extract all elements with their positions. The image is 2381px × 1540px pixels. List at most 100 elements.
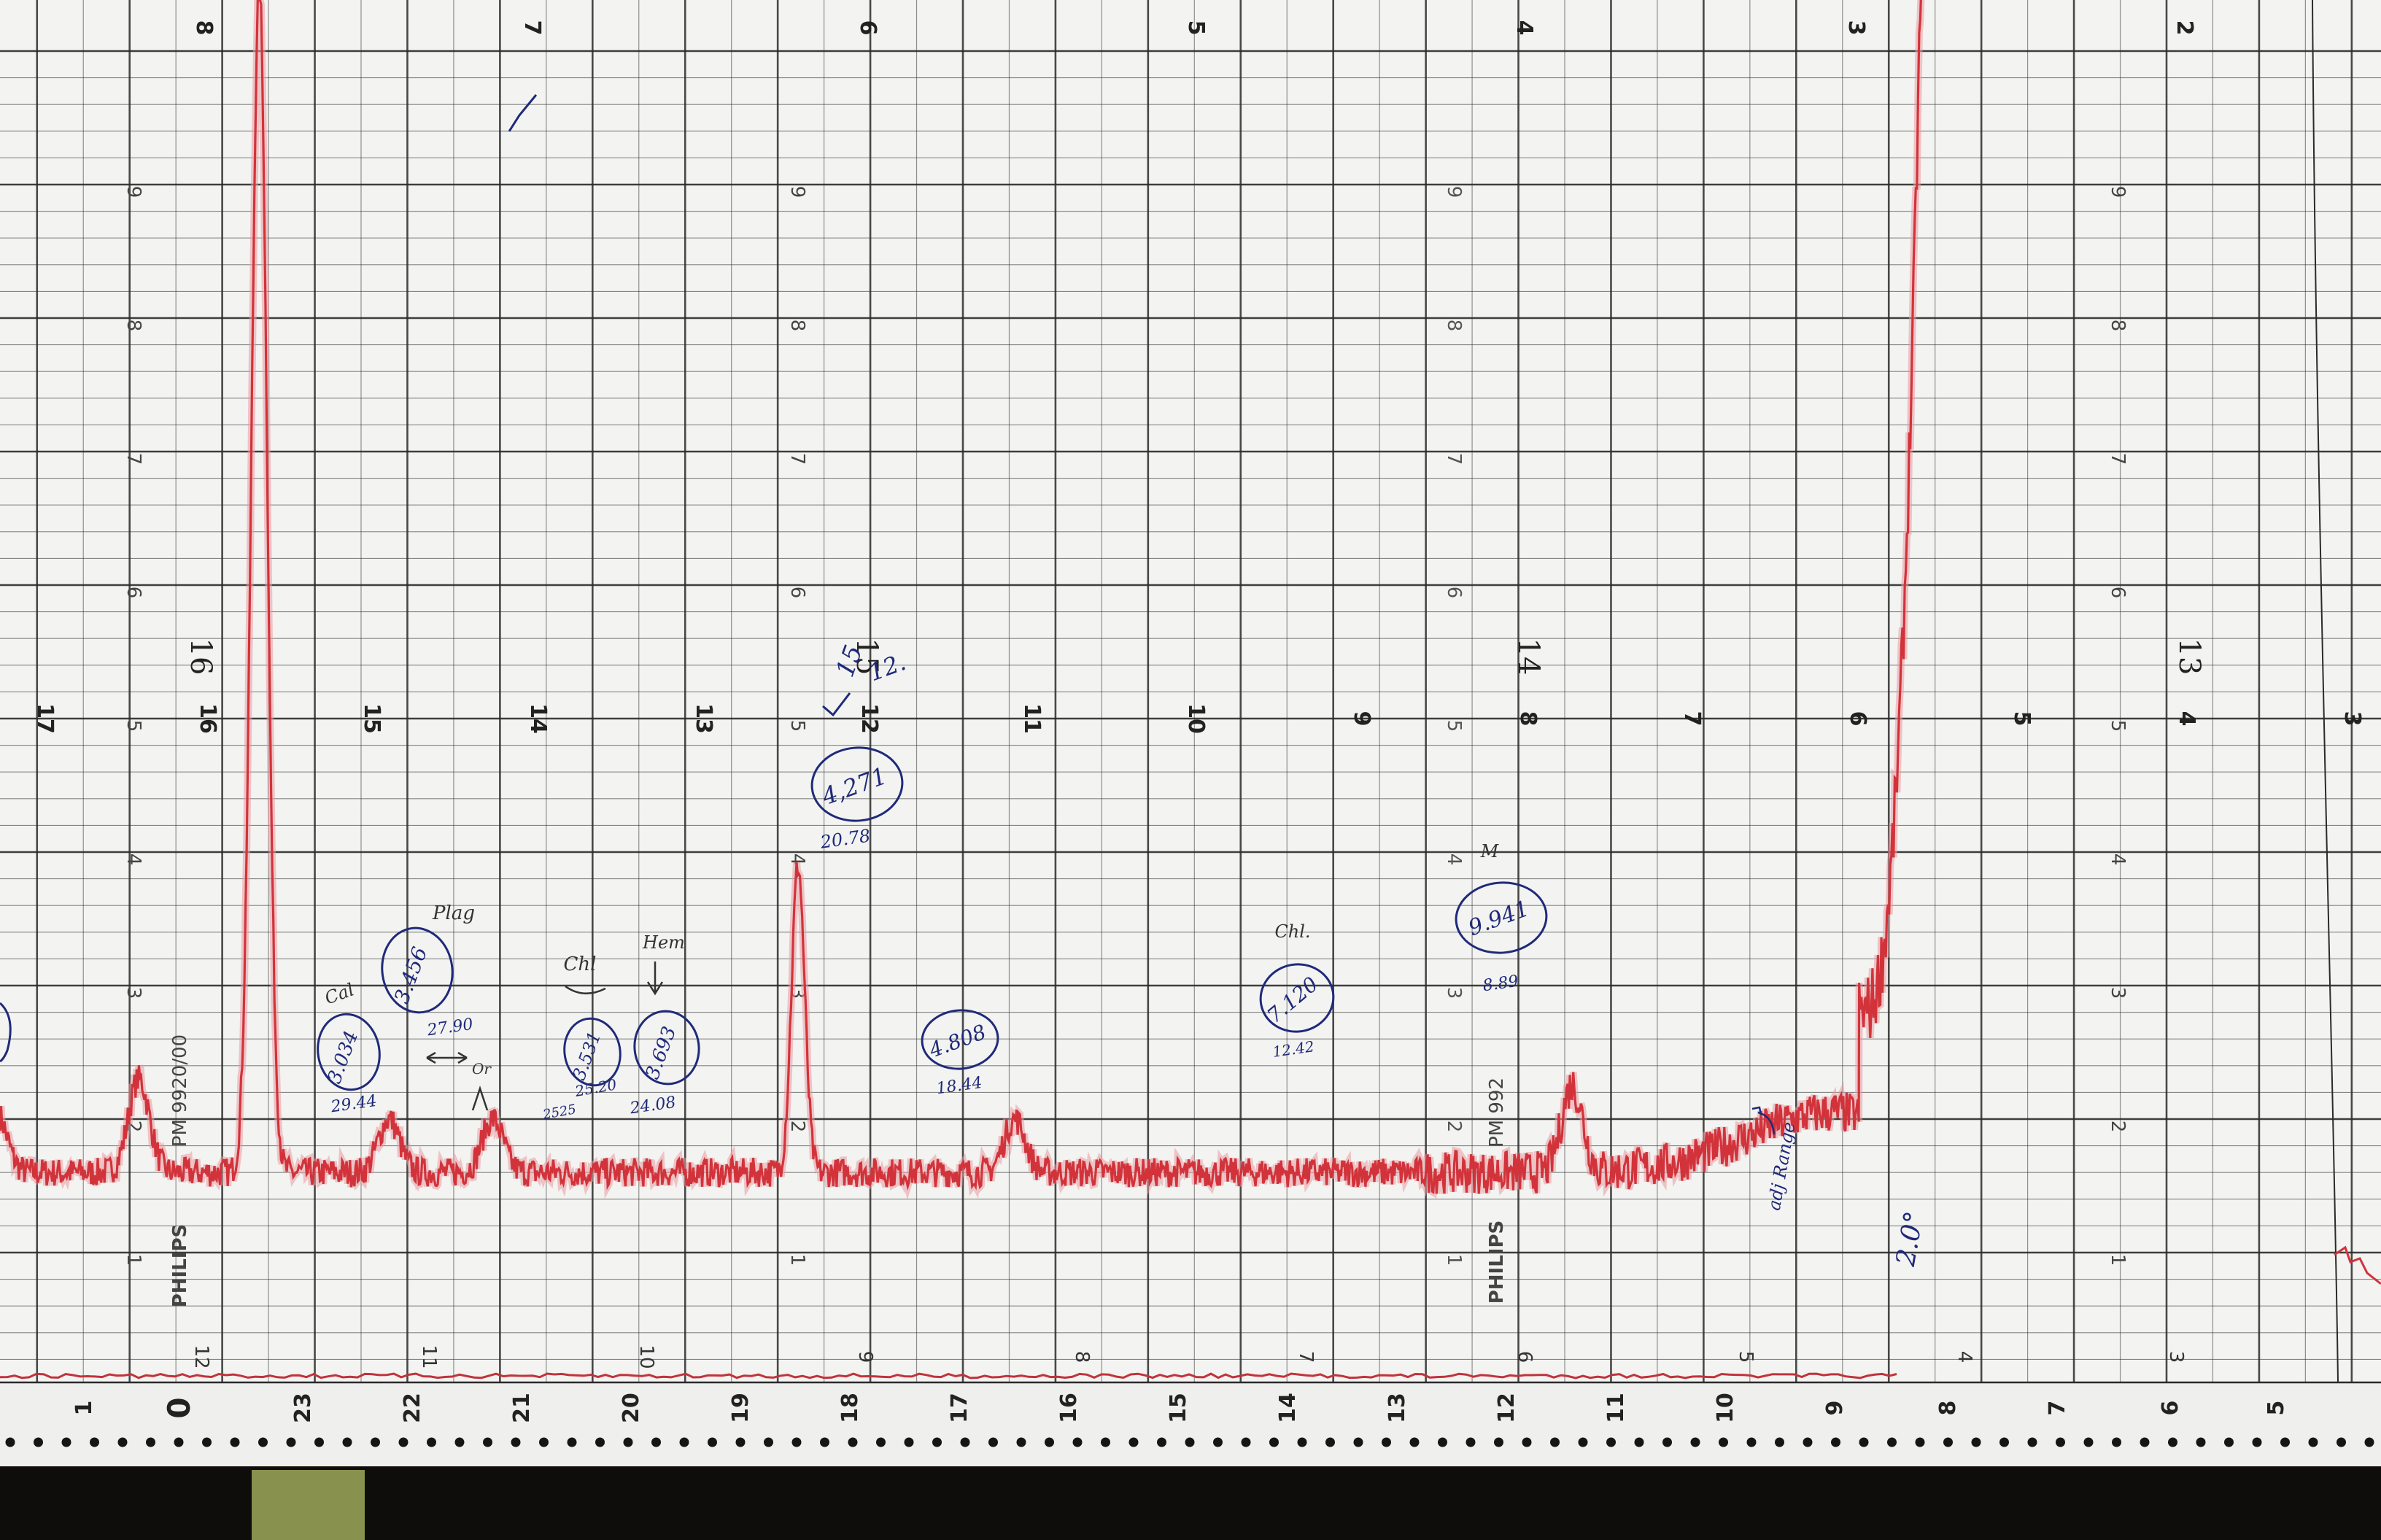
bottom-scale-number: 15: [1166, 1393, 1191, 1423]
sprocket-hole: [61, 1437, 71, 1447]
sprocket-hole: [1409, 1437, 1420, 1447]
sprocket-hole: [1438, 1437, 1447, 1447]
table-surface: [0, 1466, 2381, 1540]
sprocket-hole: [904, 1437, 914, 1447]
sprocket-hole: [1606, 1437, 1616, 1447]
sprocket-hole: [1185, 1437, 1195, 1447]
sprocket-hole: [735, 1437, 746, 1447]
middle-column-number: 8: [1515, 711, 1541, 727]
sprocket-hole: [1269, 1437, 1279, 1447]
circle-3456: [381, 926, 454, 1014]
label-plag: Plag: [432, 902, 475, 924]
sprocket-hole: [679, 1437, 689, 1447]
sprocket-hole: [1297, 1437, 1307, 1447]
sprocket-hole: [230, 1437, 240, 1447]
sprocket-hole: [567, 1437, 577, 1447]
sprocket-hole: [1634, 1437, 1644, 1447]
vertical-scale-tick: 9: [123, 186, 144, 198]
sprocket-hole: [174, 1437, 184, 1447]
top-column-number: 6: [855, 20, 880, 36]
bottom-scale-number: 7: [2045, 1401, 2070, 1416]
circle-3531: [563, 1017, 622, 1087]
sprocket-hole: [1072, 1437, 1083, 1447]
sprocket-hole: [1719, 1437, 1728, 1447]
brand-maker-right: PHILIPS: [1486, 1220, 1508, 1304]
top-column-number: 3: [1843, 20, 1869, 36]
circle-9941: [1455, 881, 1548, 954]
vertical-scale-tick: 4: [1443, 854, 1465, 866]
sprocket-hole: [876, 1437, 886, 1447]
vertical-scale-tick: 4: [2107, 854, 2129, 866]
sprocket-hole: [511, 1437, 521, 1447]
bottom-scale-number: 0: [161, 1397, 197, 1418]
label-mica: M: [1480, 841, 1500, 862]
sprocket-hole: [1213, 1437, 1223, 1447]
sprocket-hole: [651, 1437, 661, 1447]
bottom-scale-number: 6: [2158, 1401, 2183, 1416]
range-arrow-plag: [426, 1051, 468, 1064]
major-grid: [0, 0, 2381, 1383]
brand-model-right: PM 992: [1486, 1077, 1508, 1148]
sprocket-hole: [1157, 1437, 1166, 1447]
sprocket-hole: [258, 1437, 268, 1447]
vertical-scale-tick: 2: [2107, 1121, 2129, 1133]
vertical-scale-tick: 1: [2107, 1254, 2129, 1266]
middle-band-number: 15: [850, 638, 883, 676]
label-or: Or: [472, 1060, 492, 1077]
sprocket-hole: [1746, 1437, 1757, 1447]
vertical-scale-tick: 9: [1443, 186, 1465, 198]
sprocket-hole: [1241, 1437, 1251, 1447]
sprocket-hole: [1353, 1437, 1363, 1447]
sprocket-hole: [202, 1437, 212, 1447]
top-column-number: 7: [519, 20, 545, 36]
sprocket-hole: [2056, 1437, 2065, 1447]
label-hem: Hem: [642, 932, 685, 953]
bottom-mark: 4: [1954, 1351, 1975, 1363]
vertical-scale-tick: 1: [123, 1254, 144, 1266]
vertical-scale-tick: 6: [1443, 587, 1465, 599]
caret-mark: [471, 1086, 489, 1111]
middle-column-number: 6: [1845, 711, 1870, 727]
bottom-mark: 7: [1295, 1351, 1317, 1363]
top-column-number: 5: [1183, 20, 1209, 36]
sprocket-hole: [2280, 1437, 2290, 1447]
bottom-scale-number: 1: [71, 1401, 97, 1416]
label-chl2: Chl.: [1274, 921, 1310, 942]
vertical-scale-tick: 5: [123, 720, 144, 732]
sprocket-hole: [1045, 1437, 1054, 1447]
middle-band-number: 13: [2172, 638, 2206, 676]
vertical-scale-tick: 6: [2107, 587, 2129, 599]
sprocket-hole: [146, 1437, 155, 1447]
sprocket-hole: [848, 1437, 858, 1447]
vertical-scale-tick: 2: [1443, 1121, 1465, 1133]
circle-4271: [810, 746, 904, 822]
middle-column-number: 17: [32, 703, 58, 734]
sprocket-hole: [1466, 1437, 1476, 1447]
chart-right-edge: [2312, 0, 2339, 1383]
bottom-scale-number: 14: [1275, 1393, 1301, 1423]
partial-circle-left: [0, 1002, 12, 1063]
bottom-mark: 10: [635, 1344, 657, 1369]
top-column-number: 8: [191, 20, 217, 36]
sprocket-hole: [1101, 1437, 1110, 1447]
sprocket-hole: [623, 1437, 633, 1447]
bottom-scale-number: 9: [1822, 1401, 1848, 1416]
vertical-scale-tick: 7: [2107, 453, 2129, 465]
bottom-mark: 9: [854, 1351, 876, 1363]
sprocket-hole: [2027, 1437, 2037, 1447]
bottom-mark: 5: [1735, 1351, 1757, 1363]
sprocket-hole: [1522, 1437, 1532, 1447]
circle-3034: [317, 1013, 381, 1091]
sprocket-hole: [539, 1437, 549, 1447]
middle-column-number: 16: [195, 703, 220, 734]
check-mark-4271: [822, 692, 851, 717]
sprocket-hole: [1887, 1437, 1897, 1447]
bottom-scale-number: 12: [1494, 1393, 1519, 1423]
sprocket-hole: [960, 1437, 970, 1447]
check-mark-top: [508, 94, 538, 132]
middle-column-number: 5: [2009, 711, 2035, 727]
bracket-mark-chl: [565, 985, 606, 994]
